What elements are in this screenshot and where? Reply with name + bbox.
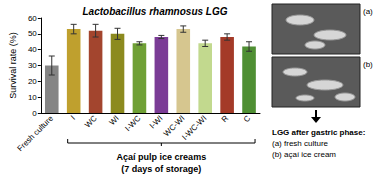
- svg-text:I-WC: I-WC: [123, 114, 142, 133]
- svg-text:WC: WC: [83, 114, 99, 130]
- svg-text:10: 10: [28, 93, 37, 102]
- svg-text:Survival rate (%): Survival rate (%): [8, 32, 18, 99]
- svg-text:Lactobacillus rhamnosus LGG: Lactobacillus rhamnosus LGG: [82, 6, 227, 17]
- svg-text:20: 20: [28, 77, 37, 86]
- svg-text:40: 40: [28, 45, 37, 54]
- svg-text:Fresh culture: Fresh culture: [16, 113, 56, 153]
- svg-text:WI: WI: [107, 114, 120, 127]
- svg-text:(a) fresh culture: (a) fresh culture: [272, 139, 329, 148]
- svg-text:30: 30: [28, 61, 37, 70]
- svg-text:LGG after gastric phase:: LGG after gastric phase:: [272, 128, 365, 137]
- svg-text:Açaí pulp ice creams: Açaí pulp ice creams: [117, 152, 207, 162]
- svg-text:C: C: [242, 114, 253, 125]
- svg-text:(a): (a): [363, 7, 373, 16]
- svg-text:I-WC-WI: I-WC-WI: [180, 114, 208, 142]
- svg-text:0: 0: [32, 109, 37, 118]
- svg-text:I: I: [69, 114, 77, 122]
- svg-text:60: 60: [28, 14, 37, 23]
- svg-text:(b): (b): [363, 60, 373, 69]
- svg-text:I-WI: I-WI: [148, 114, 165, 131]
- svg-text:(b) açaí ice cream: (b) açaí ice cream: [272, 150, 336, 159]
- svg-text:(7 days of storage): (7 days of storage): [121, 164, 201, 174]
- svg-text:WC-WI: WC-WI: [161, 113, 187, 139]
- svg-text:50: 50: [28, 29, 37, 38]
- svg-text:R: R: [220, 114, 231, 125]
